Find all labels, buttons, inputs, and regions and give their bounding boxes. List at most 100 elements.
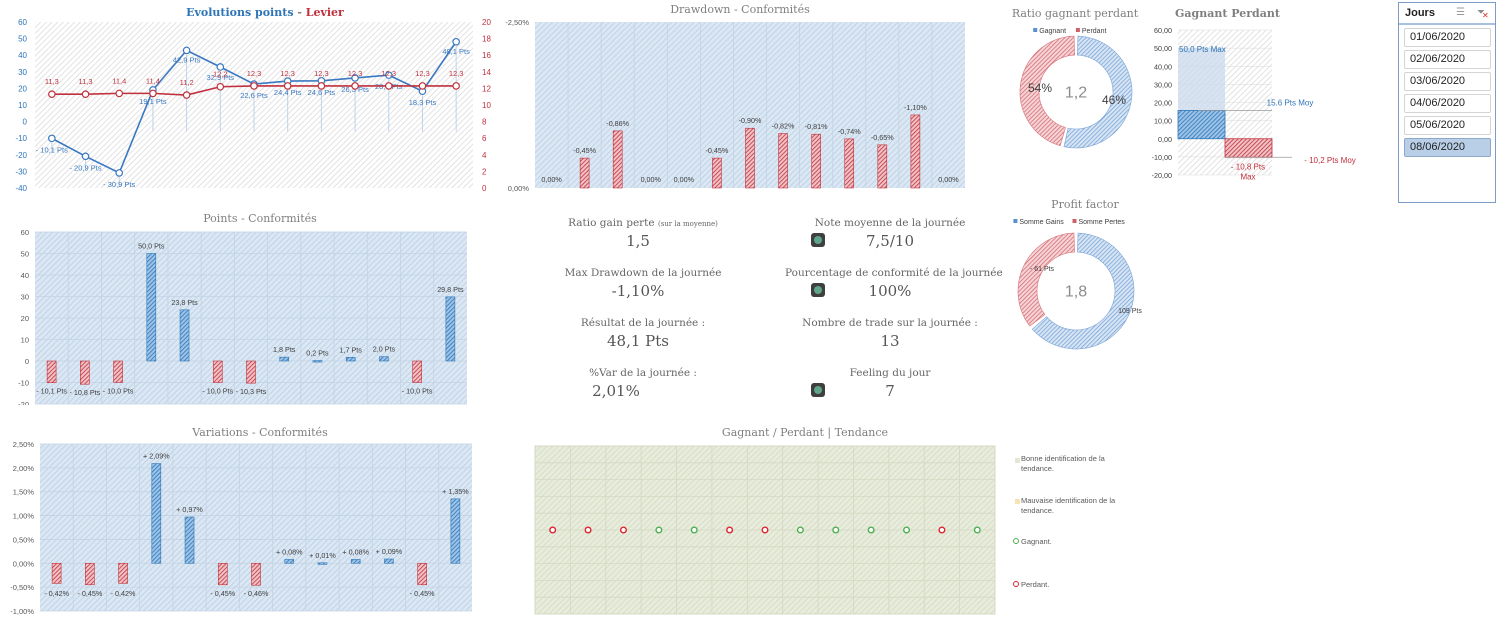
- bar: [46, 360, 57, 384]
- y-tick-label: 60: [21, 228, 29, 237]
- donut-data-label: - 61 Pts: [1030, 266, 1055, 273]
- data-label: 23,8 Pts: [171, 298, 198, 307]
- variations-chart: 2,50% 2,00% 1,50% 1,00% 0,50% 0,00% -0,50% -1,0…: [10, 440, 472, 616]
- loss-legend-text: Perdant.: [1021, 580, 1050, 589]
- y-tick-label: -10: [18, 379, 29, 388]
- data-label: + 0,97%: [176, 505, 203, 514]
- y-tick-label: 50,00: [1154, 44, 1172, 53]
- data-label: - 0,45%: [77, 589, 102, 598]
- slicer-item-04-06-2020[interactable]: 04/06/2020: [1404, 94, 1491, 113]
- bad-trend-legend-swatch-icon: [1015, 499, 1020, 504]
- series-point-levier: [351, 82, 359, 90]
- trend-point-gagnant: [655, 526, 663, 534]
- moy-gagnant-label: 15.6 Pts Moy: [1267, 98, 1314, 107]
- y-tick-label: 60,00: [1154, 26, 1172, 35]
- multi-select-icon[interactable]: ☰: [1456, 7, 1465, 18]
- slicer-item-05-06-2020[interactable]: 05/06/2020: [1404, 116, 1491, 135]
- data-label-levier: 12,3: [415, 69, 430, 78]
- data-label: + 0,08%: [276, 547, 303, 556]
- bar: [51, 562, 62, 584]
- y-tick-label: -20,00: [1152, 171, 1172, 180]
- bar: [844, 138, 855, 189]
- data-label: 1,8 Pts: [273, 345, 296, 354]
- y-tick-label: 0,00: [1158, 135, 1172, 144]
- data-label: -0,81%: [805, 122, 828, 131]
- y-tick-label: 0: [25, 357, 29, 366]
- bar: [417, 562, 427, 586]
- jours-slicer: Jours ☰ ⏷ ✕ 01/06/2020 02/06/2020 03/06/202…: [1398, 2, 1496, 203]
- bar: [612, 130, 623, 189]
- y-tick-label: -20: [18, 400, 29, 405]
- bar: [450, 498, 461, 564]
- evolution-title-sep: -: [293, 6, 306, 19]
- bar: [113, 360, 123, 383]
- gagnant-perdant-chart: 60,00 50,00 40,00 30,00 20,00 10,00 0,00 -10,00…: [1152, 26, 1356, 181]
- trend-point-gagnant: [832, 526, 840, 534]
- trend-point-gagnant: [973, 526, 981, 534]
- bar: [212, 360, 223, 383]
- y-tick-label: -0,50%: [10, 583, 34, 592]
- y-tick-label: -2,50%: [505, 18, 529, 27]
- y-tick-label: 50: [21, 250, 29, 259]
- data-label: -1,10%: [904, 103, 927, 112]
- legend-label: Somme Pertes: [1079, 219, 1126, 226]
- ratio-label-text: Ratio gain perte: [568, 217, 655, 229]
- series-point-levier: [216, 82, 225, 91]
- feeling-value: 7: [885, 382, 895, 400]
- data-label-levier: 11,4: [146, 76, 160, 85]
- bar: [379, 356, 389, 362]
- legend-swatch-icon: [1033, 28, 1038, 32]
- trend-point-perdant: [619, 526, 627, 534]
- series-point-levier: [182, 91, 191, 99]
- data-label: + 1,35%: [442, 487, 469, 496]
- bar: [179, 309, 190, 362]
- profit-factor-chart: 109 Pts - 61 Pts 1,8 Somme Gains Somme Perte…: [1013, 219, 1142, 350]
- data-label-points: 48,1 Pts: [442, 47, 470, 56]
- trend-point-perdant: [726, 526, 734, 534]
- data-label: - 0,45%: [210, 589, 235, 598]
- y-left-tick-label: -40: [15, 184, 27, 193]
- trend-point-perdant: [938, 526, 946, 534]
- data-label-levier: 11,3: [79, 77, 93, 86]
- data-label-points: 24,6 Pts: [308, 88, 336, 97]
- note-status-light-icon: [811, 233, 825, 247]
- slicer-item-03-06-2020[interactable]: 03/06/2020: [1404, 72, 1491, 91]
- y-right-tick-label: 16: [482, 51, 491, 60]
- bar: [217, 562, 228, 586]
- series-point-points: [48, 134, 56, 143]
- conformity-value: 100%: [868, 282, 912, 300]
- data-label-points: 42,9 Pts: [173, 55, 201, 64]
- y-tick-label: 20,00: [1154, 99, 1172, 108]
- data-label-points: 32,9 Pts: [207, 73, 235, 82]
- bar-moy-gagnant: [1177, 110, 1226, 140]
- y-left-tick-label: 60: [18, 18, 27, 27]
- data-label-points: - 10,1 Pts: [36, 145, 68, 154]
- data-label-levier: 12,3: [280, 69, 295, 78]
- series-point-levier: [418, 82, 427, 90]
- good-trend-legend-swatch-icon: [1015, 458, 1020, 463]
- data-label: - 10,3 Pts: [236, 387, 267, 396]
- bar: [284, 559, 295, 564]
- data-label-levier: 12,3: [449, 69, 464, 78]
- ratio-label-note: (sur la moyenne): [657, 220, 718, 228]
- slicer-item-02-06-2020[interactable]: 02/06/2020: [1404, 50, 1491, 69]
- y-right-tick-label: 12: [482, 84, 491, 93]
- slicer-item-08-06-2020[interactable]: 08/06/2020: [1404, 138, 1491, 157]
- trades-value: 13: [880, 332, 900, 350]
- y-left-tick-label: 30: [18, 68, 27, 77]
- slicer-item-01-06-2020[interactable]: 01/06/2020: [1404, 28, 1491, 47]
- data-label: - 0,42%: [44, 589, 69, 598]
- legend-label: Perdant: [1082, 28, 1107, 35]
- var-label: %Var de la journée :: [589, 367, 697, 379]
- data-label-levier: 11,4: [112, 76, 126, 85]
- data-label-levier: 12,3: [348, 69, 363, 78]
- data-label: 0,00%: [541, 175, 562, 184]
- data-label-levier: 11,2: [180, 78, 194, 87]
- bar: [745, 127, 755, 189]
- data-label: 0,00%: [641, 175, 662, 184]
- bar: [384, 558, 394, 564]
- data-label-points: 24,4 Pts: [274, 88, 302, 97]
- bar: [184, 516, 195, 564]
- clear-filter-icon[interactable]: ⏷ ✕: [1477, 7, 1489, 20]
